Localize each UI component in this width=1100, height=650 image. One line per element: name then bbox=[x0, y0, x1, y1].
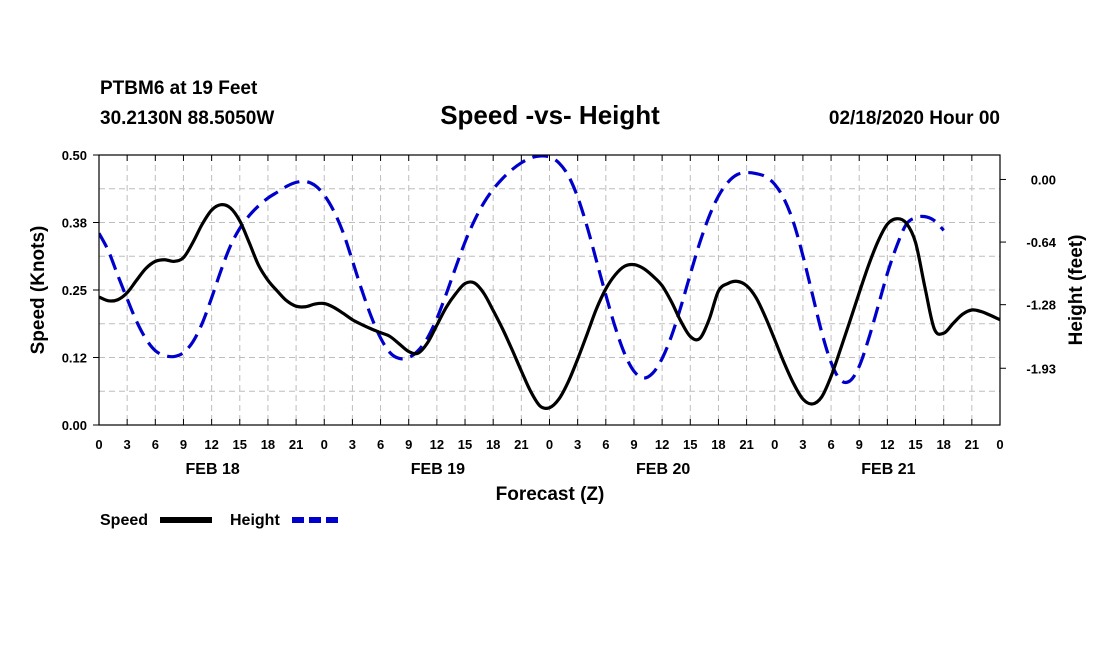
x-tick-label: 21 bbox=[514, 437, 528, 452]
x-tick-label: 12 bbox=[880, 437, 894, 452]
x-tick-label: 9 bbox=[630, 437, 637, 452]
x-tick-label: 9 bbox=[405, 437, 412, 452]
x-tick-label: 21 bbox=[289, 437, 303, 452]
x-tick-label: 9 bbox=[856, 437, 863, 452]
series-line-speed bbox=[99, 203, 1000, 411]
y-left-tick-label: 0.38 bbox=[62, 216, 87, 231]
x-tick-label: 12 bbox=[655, 437, 669, 452]
day-label: FEB 21 bbox=[861, 461, 915, 478]
day-label: FEB 20 bbox=[636, 461, 690, 478]
x-tick-label: 15 bbox=[458, 437, 472, 452]
y-right-tick-label: 0.00 bbox=[1031, 172, 1056, 187]
y-left-tick-label: 0.12 bbox=[62, 351, 87, 366]
x-tick-label: 12 bbox=[204, 437, 218, 452]
x-axis-title: Forecast (Z) bbox=[496, 484, 605, 505]
x-tick-label: 18 bbox=[486, 437, 500, 452]
x-tick-label: 6 bbox=[377, 437, 384, 452]
station-title: PTBM6 at 19 Feet bbox=[100, 78, 258, 99]
legend: Speed Height bbox=[100, 512, 342, 529]
legend-speed-label: Speed bbox=[100, 512, 148, 529]
y-axis-left-title: Speed (Knots) bbox=[28, 226, 49, 355]
y-left-tick-label: 0.50 bbox=[62, 148, 87, 163]
series-lines bbox=[99, 155, 1000, 411]
day-label: FEB 19 bbox=[411, 461, 465, 478]
axes: 0 3 6 9 12 15 18 21 0 3 6 9 12 15 18 21 0 3 6 9 12 15 18 21 0 3 6 9… bbox=[62, 148, 1057, 478]
x-tick-label: 12 bbox=[430, 437, 444, 452]
x-tick-label: 0 bbox=[546, 437, 553, 452]
x-tick-label: 6 bbox=[827, 437, 834, 452]
issue-time: 02/18/2020 Hour 00 bbox=[829, 108, 1000, 129]
x-tick-label: 15 bbox=[908, 437, 922, 452]
x-tick-label: 0 bbox=[95, 437, 102, 452]
day-label: FEB 18 bbox=[186, 461, 240, 478]
x-tick-label: 0 bbox=[321, 437, 328, 452]
x-tick-label: 21 bbox=[739, 437, 753, 452]
x-tick-label: 3 bbox=[349, 437, 356, 452]
x-tick-label: 6 bbox=[602, 437, 609, 452]
x-tick-label: 15 bbox=[233, 437, 247, 452]
y-left-tick-label: 0.25 bbox=[62, 283, 87, 298]
y-axis-right-title: Height (feet) bbox=[1066, 235, 1087, 346]
station-location: 30.2130N 88.5050W bbox=[100, 108, 274, 129]
x-tick-label: 6 bbox=[152, 437, 159, 452]
y-right-tick-label: -0.64 bbox=[1026, 235, 1056, 250]
x-tick-label: 18 bbox=[936, 437, 950, 452]
x-tick-label: 0 bbox=[771, 437, 778, 452]
x-tick-label: 21 bbox=[965, 437, 979, 452]
x-tick-label: 15 bbox=[683, 437, 697, 452]
y-right-tick-label: -1.93 bbox=[1026, 361, 1056, 376]
x-tick-label: 9 bbox=[180, 437, 187, 452]
y-right-tick-label: -1.28 bbox=[1026, 298, 1056, 313]
series-line-height bbox=[99, 155, 945, 385]
x-tick-label: 3 bbox=[574, 437, 581, 452]
x-tick-label: 3 bbox=[799, 437, 806, 452]
x-tick-label: 18 bbox=[261, 437, 275, 452]
x-tick-label: 3 bbox=[124, 437, 131, 452]
grid-lines bbox=[99, 155, 1000, 425]
legend-height-label: Height bbox=[230, 512, 280, 529]
x-tick-label: 18 bbox=[711, 437, 725, 452]
y-left-tick-label: 0.00 bbox=[62, 418, 87, 433]
chart-title: Speed -vs- Height bbox=[440, 100, 660, 130]
x-tick-label: 0 bbox=[996, 437, 1003, 452]
